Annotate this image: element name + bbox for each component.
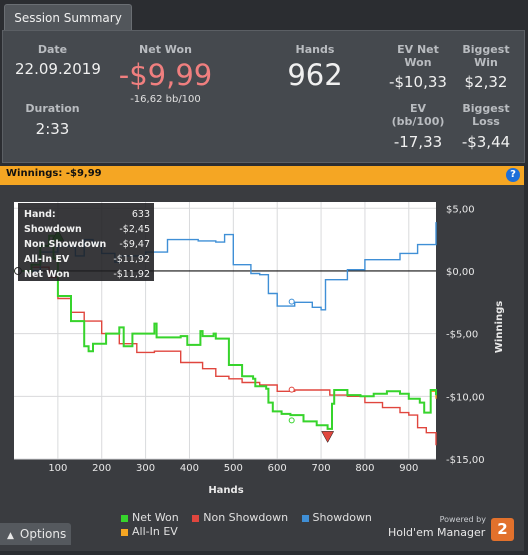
chevron-up-icon: ▲ — [7, 531, 14, 541]
duration-stat: Duration 2:33 — [15, 102, 90, 138]
tab-session-summary[interactable]: Session Summary — [4, 4, 132, 31]
chart-legend: Net Won Non Showdown Showdown All-In EV — [121, 511, 382, 538]
tooltip-row-value: -$11,92 — [113, 254, 150, 265]
hover-point — [288, 417, 295, 424]
hands-label: Hands — [295, 43, 335, 56]
tooltip-row-label: Non Showdown — [24, 239, 107, 250]
series-group — [14, 222, 437, 446]
legend-swatch — [121, 514, 128, 522]
series-line-non-showdown — [14, 266, 437, 446]
hem2-logo-icon: 2 — [491, 518, 514, 541]
ev-bb100-value: -17,33 — [393, 133, 443, 151]
legend-swatch — [121, 528, 128, 536]
y-tick-label: $0,00 — [446, 267, 475, 278]
legend-label: Non Showdown — [203, 511, 289, 524]
hands-value: 962 — [287, 58, 343, 92]
legend-swatch — [301, 514, 309, 522]
hands-stat: Hands 962 — [275, 43, 355, 92]
ev-bb100-label: EV (bb/100) — [391, 102, 445, 128]
options-button[interactable]: ▲ Options — [0, 523, 71, 545]
x-tick-label: 400 — [180, 463, 199, 474]
tooltip-row-label: Showdown — [24, 224, 82, 235]
tooltip-row-label: Net Won — [24, 269, 70, 280]
biggest-loss-label: Biggest Loss — [462, 102, 510, 128]
tooltip-row-value: -$11,92 — [113, 269, 150, 280]
hover-point — [288, 386, 295, 393]
series-line-net-won — [14, 234, 437, 430]
biggest-win-stat: Biggest Win $2,32 — [451, 43, 521, 91]
winnings-banner-text: Winnings: -$9,99 — [6, 168, 102, 179]
y-axis-label: Winnings — [494, 301, 505, 353]
legend-item-non-showdown[interactable]: Non Showdown — [192, 511, 288, 524]
x-tick-label: 500 — [224, 463, 243, 474]
x-tick-label: 700 — [312, 463, 331, 474]
date-value: 22.09.2019 — [15, 60, 101, 78]
legend-row-1: Net Won Non Showdown Showdown — [121, 511, 382, 524]
winnings-chart[interactable]: 100 200 300 400 500 600 700 800 900 $5,00 $0,00 -$5… — [0, 185, 524, 551]
x-axis-label: Hands — [208, 485, 243, 496]
biggest-win-value: $2,32 — [464, 73, 508, 91]
duration-value: 2:33 — [35, 120, 70, 138]
x-tick-label: 300 — [136, 463, 155, 474]
legend-item-net-won[interactable]: Net Won — [121, 511, 179, 524]
net-won-stat: Net Won -$9,99 -16,62 bb/100 — [108, 43, 223, 105]
ev-bb100-stat: EV (bb/100) -17,33 — [383, 102, 453, 151]
legend-item-all-in-ev[interactable]: All-In EV — [121, 525, 178, 538]
tooltip-row-label: Hand: — [24, 209, 56, 220]
tooltip-row-value: -$2,45 — [119, 224, 150, 235]
x-tick-label: 600 — [268, 463, 287, 474]
hover-tooltip: Hand: 633 Showdown -$2,45 Non Showdown -$9,47… — [18, 203, 154, 281]
help-icon[interactable]: ? — [506, 168, 520, 182]
date-label: Date — [37, 43, 68, 56]
tooltip-row-value: -$9,47 — [119, 239, 150, 250]
y-tick-label: $5,00 — [446, 204, 475, 215]
y-tick-label: -$5,00 — [446, 330, 478, 341]
powered-by-brand: Powered by Hold'em Manager 2 — [388, 515, 514, 545]
ev-net-won-value: -$10,33 — [389, 73, 447, 91]
legend-label: All-In EV — [132, 525, 178, 538]
tooltip-row-label: All-In EV — [24, 254, 70, 265]
net-won-label: Net Won — [139, 43, 192, 56]
date-stat: Date 22.09.2019 — [15, 43, 101, 78]
options-label: Options — [19, 527, 67, 541]
ev-net-won-stat: EV Net Won -$10,33 — [383, 43, 453, 91]
chart-area: 100 200 300 400 500 600 700 800 900 $5,00 $0,00 -$5… — [0, 185, 524, 551]
powered-by-label: Powered by — [439, 515, 486, 524]
y-tick-label: -$15,00 — [446, 455, 485, 466]
ev-net-won-label: EV Net Won — [397, 43, 439, 69]
legend-row-2: All-In EV — [121, 525, 382, 538]
x-tick-label: 100 — [48, 463, 67, 474]
net-won-bb100: -16,62 bb/100 — [130, 94, 201, 105]
tooltip-background — [18, 203, 154, 281]
tooltip-row-value: 633 — [132, 209, 150, 220]
biggest-loss-stat: Biggest Loss -$3,44 — [451, 102, 521, 151]
ticks-group: 100 200 300 400 500 600 700 800 900 $5,00 $0,00 -$5… — [48, 204, 484, 474]
brand-name: Hold'em Manager — [388, 526, 486, 539]
legend-item-showdown[interactable]: Showdown — [301, 511, 372, 524]
legend-label: Net Won — [132, 511, 179, 524]
legend-label: Showdown — [312, 511, 372, 524]
x-tick-label: 900 — [399, 463, 418, 474]
tab-bar: Session Summary — [0, 0, 528, 31]
biggest-win-label: Biggest Win — [462, 43, 510, 69]
x-tick-label: 800 — [355, 463, 374, 474]
tooltip-rows: Hand: 633 Showdown -$2,45 Non Showdown -$9,47… — [24, 209, 150, 280]
biggest-loss-value: -$3,44 — [461, 133, 511, 151]
y-tick-label: -$10,00 — [446, 392, 485, 403]
duration-label: Duration — [25, 102, 80, 115]
legend-swatch — [192, 514, 200, 522]
hover-point — [288, 298, 295, 305]
summary-panel: Date 22.09.2019 Duration 2:33 Net Won -$… — [2, 30, 525, 163]
net-won-value: -$9,99 — [118, 58, 213, 92]
x-tick-label: 200 — [92, 463, 111, 474]
winnings-banner: Winnings: -$9,99 ? — [0, 166, 524, 185]
marker-min — [321, 431, 335, 443]
